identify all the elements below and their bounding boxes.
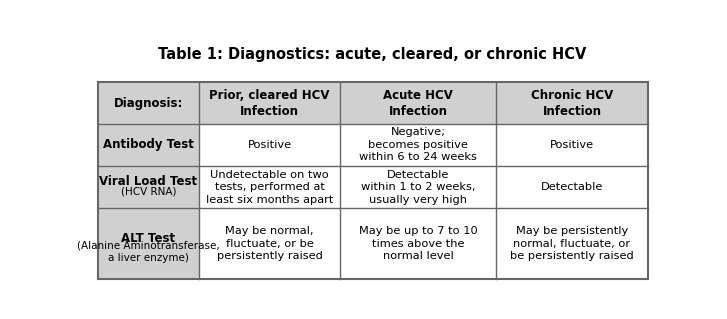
Bar: [199, 124, 648, 166]
Text: Prior, cleared HCV
Infection: Prior, cleared HCV Infection: [209, 89, 330, 118]
Text: Detectable
within 1 to 2 weeks,
usually very high: Detectable within 1 to 2 weeks, usually …: [361, 170, 475, 204]
Text: Table 1: Diagnostics: acute, cleared, or chronic HCV: Table 1: Diagnostics: acute, cleared, or…: [158, 47, 587, 62]
Text: (HCV RNA): (HCV RNA): [121, 187, 176, 197]
Text: ALT Test: ALT Test: [121, 232, 175, 245]
Text: Chronic HCV
Infection: Chronic HCV Infection: [531, 89, 613, 118]
Text: Detectable: Detectable: [541, 182, 603, 192]
Text: Undetectable on two
tests, performed at
least six months apart: Undetectable on two tests, performed at …: [206, 170, 333, 204]
Text: May be normal,
fluctuate, or be
persistently raised: May be normal, fluctuate, or be persiste…: [217, 226, 322, 261]
Bar: [199, 166, 648, 208]
Text: Positive: Positive: [247, 140, 292, 150]
Bar: [199, 208, 648, 279]
Text: Acute HCV
Infection: Acute HCV Infection: [383, 89, 453, 118]
Text: Positive: Positive: [550, 140, 594, 150]
Text: Antibody Test: Antibody Test: [103, 138, 194, 152]
Text: (Alanine Aminotransferase,
a liver enzyme): (Alanine Aminotransferase, a liver enzym…: [77, 241, 220, 263]
Text: May be persistently
normal, fluctuate, or
be persistently raised: May be persistently normal, fluctuate, o…: [510, 226, 634, 261]
Text: Viral Load Test: Viral Load Test: [100, 175, 198, 188]
Text: Negative;
becomes positive
within 6 to 24 weeks: Negative; becomes positive within 6 to 2…: [359, 128, 477, 162]
Text: Diagnosis:: Diagnosis:: [114, 97, 183, 110]
Bar: [97, 83, 199, 279]
Bar: [199, 83, 648, 124]
Text: May be up to 7 to 10
times above the
normal level: May be up to 7 to 10 times above the nor…: [358, 226, 478, 261]
